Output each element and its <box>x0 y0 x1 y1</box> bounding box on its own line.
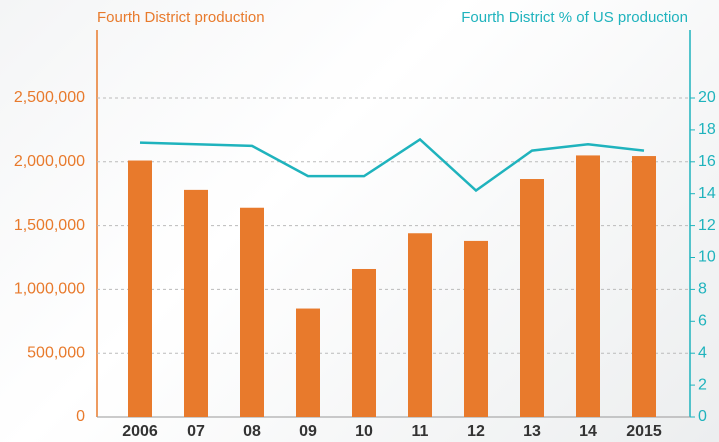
y-tick-label: 2,500,000 <box>14 89 85 106</box>
bar <box>296 308 320 417</box>
y2-tick-label: 12 <box>698 217 716 234</box>
y-tick-label: 0 <box>76 408 85 425</box>
y-tick-label: 1,000,000 <box>14 281 85 298</box>
left-legend: Fourth District production <box>97 9 265 26</box>
x-tick-label: 14 <box>579 423 597 440</box>
y2-tick-label: 4 <box>698 344 707 361</box>
y2-tick-label: 0 <box>698 408 707 425</box>
bar <box>184 189 208 417</box>
x-tick-label: 09 <box>299 423 317 440</box>
x-tick-label: 11 <box>412 423 429 440</box>
x-tick-label: 13 <box>523 423 541 440</box>
y2-tick-label: 18 <box>698 121 716 138</box>
y-tick-label: 500,000 <box>27 344 85 361</box>
bar <box>352 268 376 417</box>
y2-tick-label: 8 <box>698 281 707 298</box>
y2-tick-label: 2 <box>698 376 707 393</box>
y2-tick-label: 6 <box>698 313 707 330</box>
right-legend: Fourth District % of US production <box>461 9 688 26</box>
y2-tick-label: 10 <box>698 249 716 266</box>
bar <box>464 240 488 417</box>
bar <box>240 207 264 417</box>
bar <box>576 155 600 418</box>
y-tick-label: 1,500,000 <box>14 217 85 234</box>
y2-tick-label: 14 <box>698 185 716 202</box>
x-tick-label: 2006 <box>122 423 158 440</box>
y2-tick-label: 20 <box>698 89 716 106</box>
x-tick-label: 10 <box>355 423 373 440</box>
line <box>139 137 645 193</box>
y2-tick-label: 16 <box>698 153 716 170</box>
bar <box>128 160 152 418</box>
x-tick-label: 08 <box>243 423 261 440</box>
x-tick-label: 2015 <box>626 423 662 440</box>
y-tick-label: 2,000,000 <box>14 153 85 170</box>
x-tick-label: 12 <box>467 423 485 440</box>
bar <box>408 233 432 417</box>
bar <box>520 179 544 417</box>
bar <box>632 156 656 418</box>
x-tick-label: 07 <box>187 423 205 440</box>
